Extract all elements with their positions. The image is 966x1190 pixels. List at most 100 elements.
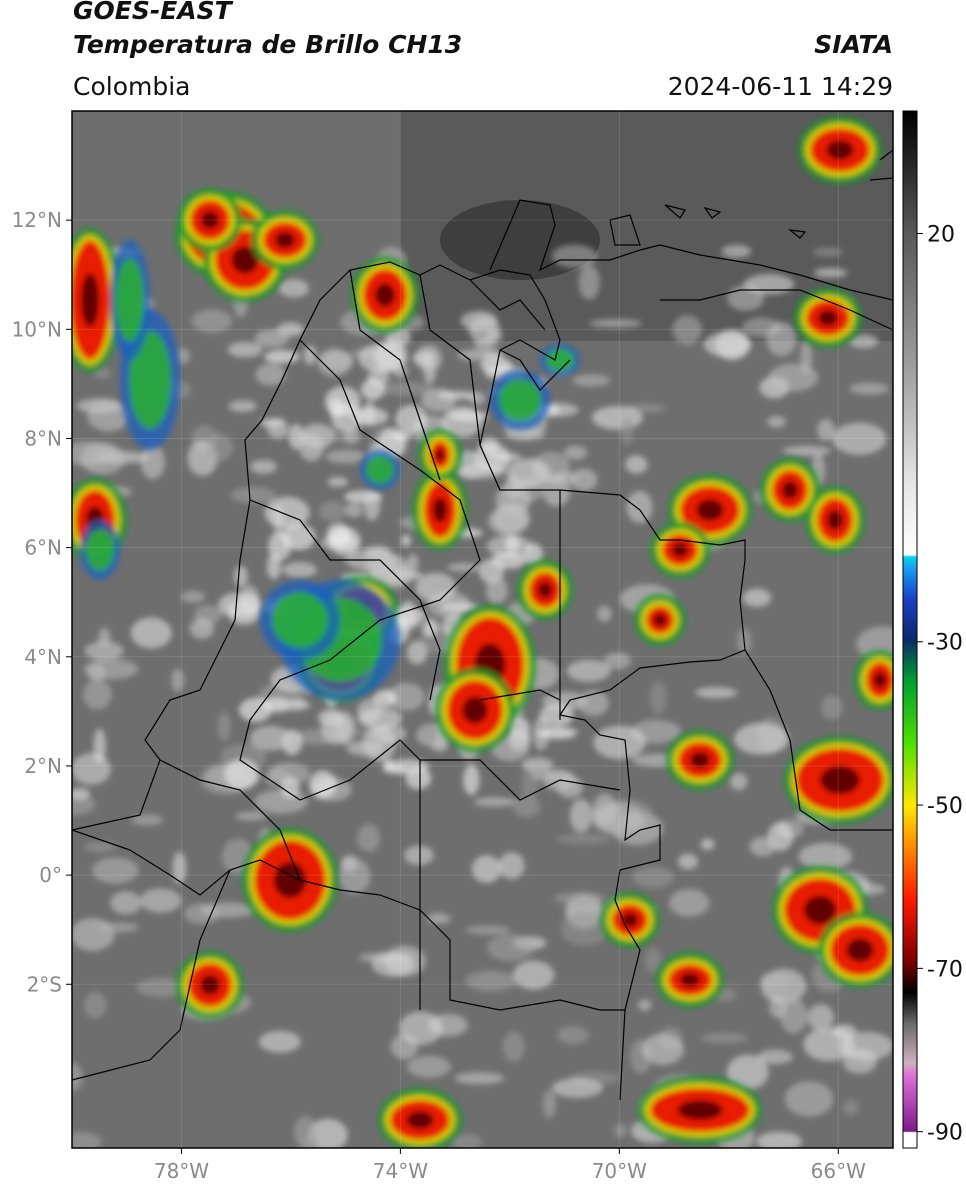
colorbar-gradient bbox=[902, 110, 918, 1149]
cloud-patch bbox=[278, 279, 310, 298]
cloud-patch bbox=[255, 363, 286, 386]
cloud-patch bbox=[798, 842, 852, 871]
cloud-patch bbox=[254, 329, 289, 348]
cloud-patch bbox=[597, 605, 612, 622]
storm-cell-core bbox=[275, 231, 295, 249]
colorbar: 20 -30 -50 -70 -90 bbox=[902, 110, 963, 1149]
title-satellite: GOES-EAST bbox=[73, 0, 232, 25]
cloud-patch bbox=[426, 913, 451, 924]
cloud-patch bbox=[176, 348, 191, 364]
lat-tick-label: 6°N bbox=[24, 536, 62, 560]
cloud-patch bbox=[136, 977, 189, 997]
cloud-patch bbox=[632, 866, 675, 888]
cloud-patch bbox=[749, 836, 776, 857]
cloud-patch bbox=[465, 925, 511, 935]
cloud-patch bbox=[563, 445, 588, 460]
cloud-patch bbox=[180, 590, 206, 603]
cloud-patch bbox=[743, 273, 795, 295]
cloud-patch bbox=[293, 1115, 318, 1148]
lat-tick-label: 12°N bbox=[12, 208, 62, 232]
cloud-patch bbox=[325, 449, 366, 464]
cloud-patch bbox=[729, 773, 748, 791]
cloud-patch bbox=[502, 1031, 525, 1062]
cloud-patch bbox=[404, 845, 434, 866]
cloud-patch bbox=[280, 777, 300, 799]
cloud-patch bbox=[72, 1132, 102, 1148]
cloud-patch bbox=[227, 341, 263, 358]
cloud-patch bbox=[530, 770, 574, 781]
cloud-patch bbox=[498, 852, 525, 880]
cloud-patch bbox=[400, 600, 417, 629]
storm-cell-core bbox=[820, 765, 860, 795]
cloud-patch bbox=[485, 576, 508, 605]
cloud-patch bbox=[451, 1134, 482, 1148]
lat-tick-label: 2°N bbox=[24, 754, 62, 778]
cloud-patch bbox=[593, 725, 646, 760]
cloud-patch bbox=[82, 679, 112, 710]
cloud-patch bbox=[437, 391, 477, 400]
cold-cloud-area bbox=[272, 592, 328, 648]
cloud-patch bbox=[447, 563, 481, 572]
cloud-patch bbox=[324, 386, 361, 417]
cloud-patch bbox=[504, 427, 546, 441]
cloud-patch bbox=[357, 824, 381, 853]
datetime-label: 2024-06-11 14:29 bbox=[667, 72, 893, 101]
cloud-patch bbox=[371, 952, 415, 977]
cloud-patch bbox=[592, 793, 618, 827]
cold-cloud-area bbox=[129, 331, 171, 429]
storm-cell-core bbox=[846, 938, 874, 962]
cloud-patch bbox=[779, 998, 808, 1034]
cloud-patch bbox=[536, 728, 577, 740]
cloud-patch bbox=[96, 922, 139, 933]
cloud-patch bbox=[343, 427, 360, 445]
cloud-patch bbox=[231, 486, 277, 504]
cloud-patch bbox=[140, 444, 165, 479]
cloud-patch bbox=[385, 759, 429, 774]
cloud-patch bbox=[556, 833, 611, 845]
coastlines bbox=[489, 149, 894, 301]
region-label: Colombia bbox=[73, 72, 191, 101]
storm-cell-core bbox=[81, 273, 99, 327]
cloud-patch bbox=[191, 309, 233, 333]
cloud-patch bbox=[453, 451, 487, 480]
storm-cell-core bbox=[231, 246, 259, 274]
cloud-patch bbox=[172, 851, 187, 885]
cloud-patch bbox=[465, 970, 518, 992]
cloud-patch bbox=[361, 378, 385, 400]
cloud-patch bbox=[504, 535, 521, 551]
cloud-patch bbox=[842, 1048, 878, 1074]
lat-tick-label: 8°N bbox=[24, 426, 62, 450]
storm-cell-core bbox=[375, 283, 395, 307]
cloud-patch bbox=[83, 659, 139, 680]
cloud-patch bbox=[345, 502, 363, 518]
cloud-patch bbox=[524, 542, 543, 566]
cloud-patch bbox=[756, 1049, 793, 1065]
cloud-patch bbox=[620, 417, 635, 445]
cloud-patch bbox=[588, 319, 642, 328]
storm-cell-core bbox=[680, 972, 700, 988]
cloud-patch bbox=[80, 442, 126, 475]
cloud-patch bbox=[642, 1033, 685, 1066]
cold-cloud-area bbox=[499, 379, 541, 421]
cloud-patch bbox=[813, 268, 848, 278]
cloud-patch bbox=[415, 344, 442, 372]
cloud-patch bbox=[282, 562, 318, 578]
cloud-patch bbox=[235, 811, 267, 821]
cloud-patch bbox=[767, 415, 786, 428]
cloud-patch bbox=[378, 381, 434, 396]
cloud-patch bbox=[227, 599, 261, 625]
cloud-patch bbox=[626, 490, 653, 524]
storm-cell-core bbox=[462, 696, 488, 724]
cloud-patch bbox=[843, 1099, 859, 1116]
storm-cell-core bbox=[671, 542, 689, 558]
cloud-patch bbox=[259, 1030, 301, 1053]
cloud-patch bbox=[72, 753, 111, 786]
cloud-patch bbox=[346, 740, 384, 756]
cloud-patch bbox=[83, 991, 107, 1019]
cloud-patch bbox=[695, 686, 738, 699]
storm-cell-core bbox=[406, 1111, 434, 1129]
cloud-patch bbox=[407, 1055, 451, 1078]
cloud-patch bbox=[468, 315, 501, 344]
cold-cloud-area bbox=[366, 456, 394, 484]
